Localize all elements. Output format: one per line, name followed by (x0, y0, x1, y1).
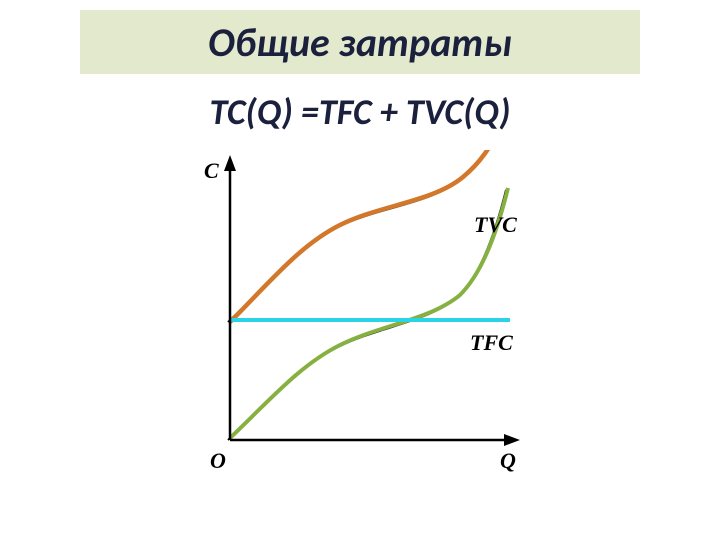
tvc-curve (230, 188, 508, 438)
cost-chart: C Q O TC TVC TFC (180, 150, 540, 490)
x-axis-arrow (504, 434, 520, 446)
cost-formula: TC(Q) =TFC + TVC(Q) (80, 90, 640, 134)
tvc-curve-shadow (228, 190, 506, 440)
chart-svg: C Q O TC TVC TFC (180, 150, 540, 490)
tfc-label: TFC (470, 330, 513, 355)
tc-label: TC (432, 150, 460, 155)
title-bar: Общие затраты (80, 10, 640, 74)
y-axis-label: C (204, 158, 219, 183)
x-axis-label: Q (500, 448, 516, 473)
slide-title: Общие затраты (208, 18, 512, 67)
origin-label: O (210, 448, 226, 473)
y-axis-arrow (224, 155, 236, 171)
tvc-label: TVC (474, 212, 517, 237)
